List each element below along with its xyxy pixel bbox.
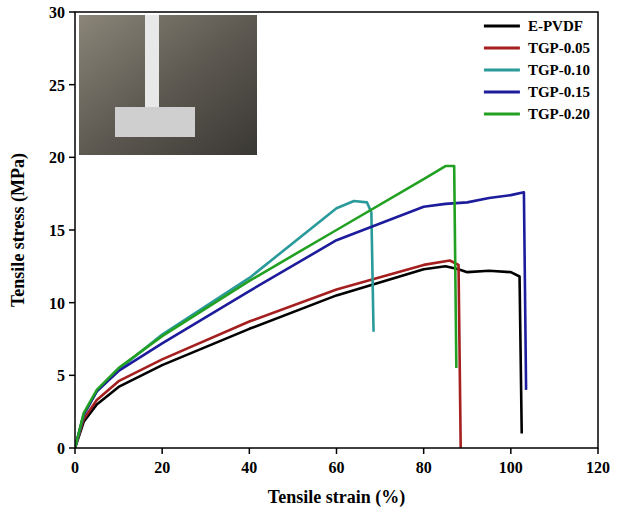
y-tick-label: 30: [49, 4, 65, 21]
y-tick-label: 15: [49, 222, 65, 239]
legend-label: TGP-0.15: [528, 84, 590, 100]
inset-photo: [79, 15, 257, 155]
chart: 0 20 40 60 80 100 120 0 5 10 15 20 25 30 Tensile strai…: [0, 0, 626, 515]
legend-swatch: [484, 25, 520, 28]
legend: E-PVDF TGP-0.05 TGP-0.10 TGP-0.15 TGP-0.20: [484, 18, 590, 122]
plot-frame: [75, 12, 598, 448]
y-tick-label: 25: [49, 77, 65, 94]
series-group: [75, 166, 526, 448]
x-tick: [423, 448, 425, 454]
legend-label: TGP-0.10: [528, 62, 590, 78]
x-tick-label: 0: [71, 459, 79, 476]
series-line: [75, 166, 456, 448]
x-tick: [510, 448, 512, 454]
legend-swatch: [484, 69, 520, 72]
y-tick-label: 5: [57, 367, 65, 384]
x-tick: [161, 448, 163, 454]
legend-swatch: [484, 47, 520, 50]
inset-photo-frame: [79, 15, 257, 155]
inset-photo-grip: [115, 107, 195, 137]
series-line: [75, 261, 461, 448]
y-tick-label: 0: [57, 440, 65, 457]
legend-label: E-PVDF: [528, 18, 583, 34]
y-axis-title: Tensile stress (MPa): [8, 153, 29, 307]
x-tick-label: 20: [154, 459, 170, 476]
y-tick-label: 20: [49, 149, 65, 166]
x-tick-label: 120: [586, 459, 610, 476]
series-line: [75, 192, 526, 448]
x-tick-label: 40: [241, 459, 257, 476]
x-axis-title: Tensile strain (%): [268, 487, 405, 508]
y-tick: [69, 375, 75, 377]
x-tick-label: 60: [329, 459, 345, 476]
legend-label: TGP-0.20: [528, 106, 590, 122]
y-tick-label: 10: [49, 295, 65, 312]
series-line: [75, 201, 374, 448]
x-tick-label: 100: [499, 459, 523, 476]
legend-swatch: [484, 113, 520, 116]
x-tick: [74, 448, 76, 454]
y-tick: [69, 302, 75, 304]
y-tick: [69, 157, 75, 159]
legend-swatch: [484, 91, 520, 94]
x-tick-label: 80: [416, 459, 432, 476]
y-tick: [69, 11, 75, 13]
y-tick: [69, 84, 75, 86]
y-tick: [69, 447, 75, 449]
x-tick: [249, 448, 251, 454]
x-tick: [597, 448, 599, 454]
y-tick: [69, 229, 75, 231]
x-tick: [336, 448, 338, 454]
legend-label: TGP-0.05: [528, 40, 590, 56]
